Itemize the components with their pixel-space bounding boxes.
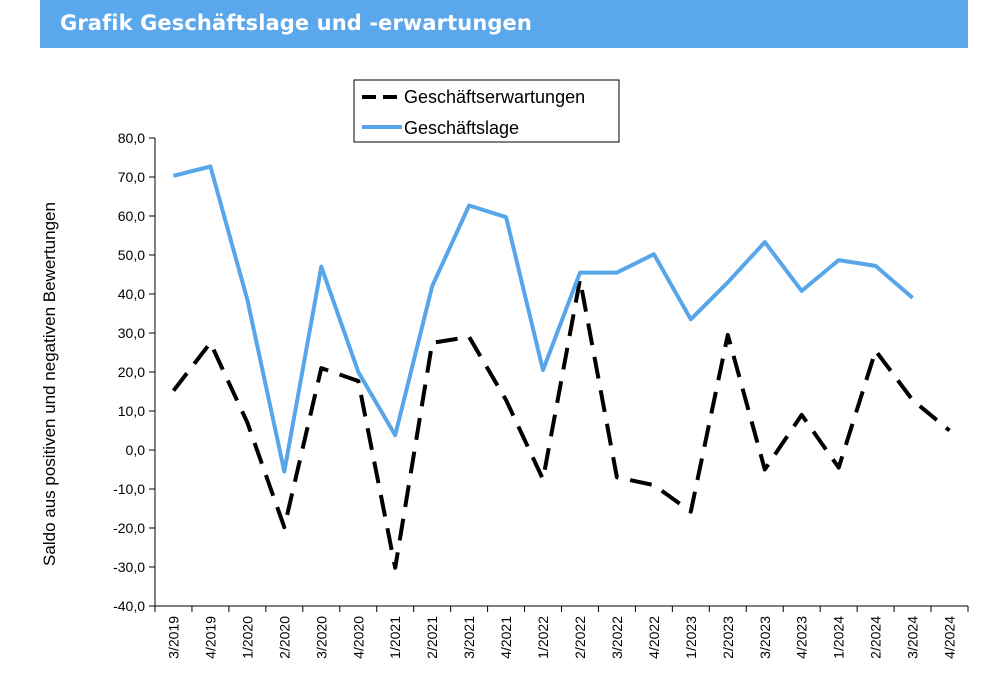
x-tick-label: 1/2023 (683, 616, 699, 659)
x-tick-label: 1/2024 (831, 616, 847, 659)
y-tick-label: 60,0 (118, 208, 145, 224)
x-tick-label: 1/2020 (239, 616, 255, 659)
legend-box (353, 79, 620, 143)
series-line-erwartungen (171, 277, 951, 570)
y-tick-label: -20,0 (113, 520, 145, 536)
header-banner: Grafik Geschäftslage und -erwartungen (40, 0, 968, 48)
x-tick-label: 3/2021 (461, 616, 477, 659)
x-tick-label: 4/2022 (646, 616, 662, 659)
x-tick-label: 2/2024 (868, 616, 884, 659)
y-axis-title: Saldo aus positiven und negativen Bewert… (40, 202, 59, 566)
legend: Geschäftserwartungen Geschäftslage (353, 79, 620, 143)
axes: 80,0 70,0 60,0 50,0 40,0 30,0 20,0 10,0 0,0 -10,0… (40, 130, 969, 659)
x-tick-label: 2/2021 (424, 616, 440, 659)
x-tick-label: 4/2021 (498, 616, 514, 659)
y-tick-label: 80,0 (118, 130, 145, 146)
x-tick-label: 1/2022 (535, 616, 551, 659)
x-tick-label: 3/2022 (609, 616, 625, 659)
legend-label-erwartungen: Geschäftserwartungen (404, 87, 585, 107)
y-tick-label: 50,0 (118, 247, 145, 263)
series-layer (171, 164, 951, 570)
y-tick-label: 10,0 (118, 403, 145, 419)
y-tick-label: 20,0 (118, 364, 145, 380)
y-tick-label: 40,0 (118, 286, 145, 302)
x-tick-label: 3/2023 (757, 616, 773, 659)
x-tick-label: 2/2023 (720, 616, 736, 659)
y-tick-label: 70,0 (118, 169, 145, 185)
y-tick-label: -30,0 (113, 559, 145, 575)
x-tick-label: 3/2020 (313, 616, 329, 659)
x-tick-label: 4/2019 (202, 616, 218, 659)
x-tick-label: 4/2020 (350, 616, 366, 659)
x-tick-label: 2/2022 (572, 616, 588, 659)
y-tick-label: -40,0 (113, 598, 145, 614)
y-tick-label: 30,0 (118, 325, 145, 341)
y-tick-label: 0,0 (126, 442, 146, 458)
legend-label-lage: Geschäftslage (404, 118, 519, 138)
x-tick-label: 3/2024 (905, 616, 921, 659)
x-tick-label: 4/2024 (942, 616, 958, 659)
x-tick-label: 2/2020 (276, 616, 292, 659)
y-tick-label: -10,0 (113, 481, 145, 497)
x-tick-label: 3/2019 (165, 616, 181, 659)
x-tick-label: 4/2023 (794, 616, 810, 659)
series-line-lage (173, 164, 914, 474)
page-title: Grafik Geschäftslage und -erwartungen (60, 11, 532, 35)
x-tick-label: 1/2021 (387, 616, 403, 659)
